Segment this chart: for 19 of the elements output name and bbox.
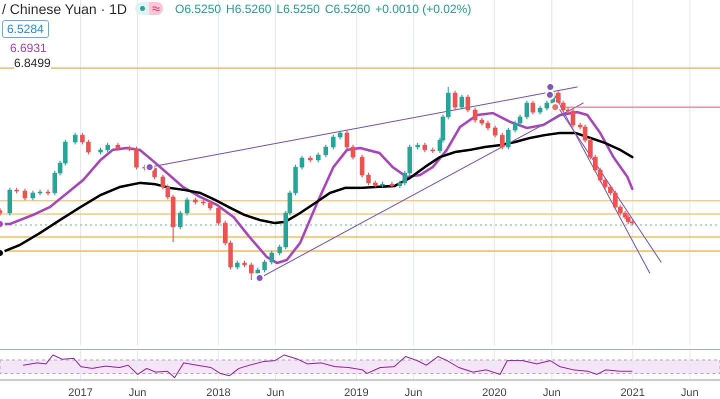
- chart-title: / Chinese Yuan · 1D: [2, 1, 128, 17]
- x-tick-label: 2019: [344, 386, 369, 399]
- x-tick-label: 2020: [482, 386, 507, 399]
- x-tick-label: Jun: [128, 386, 146, 399]
- text: +0.0010 (+0.02%): [375, 2, 472, 16]
- x-tick-label: 2021: [620, 386, 645, 399]
- text: 6.5284: [2, 20, 49, 38]
- x-tick-label: 2017: [68, 386, 93, 399]
- x-tick-label: 2018: [206, 386, 231, 399]
- text: 6.6931: [10, 41, 47, 55]
- x-tick-label: Jun: [542, 386, 561, 399]
- text: 6.8499: [14, 56, 51, 70]
- text: L6.5250: [276, 2, 320, 16]
- x-tick-label: Jun: [404, 386, 422, 399]
- text: O6.5250: [175, 2, 222, 16]
- text: C6.5260: [324, 2, 370, 16]
- x-tick-label: Jun: [680, 386, 699, 399]
- text: H6.5260: [226, 2, 272, 16]
- x-tick-label: Jun: [266, 386, 284, 399]
